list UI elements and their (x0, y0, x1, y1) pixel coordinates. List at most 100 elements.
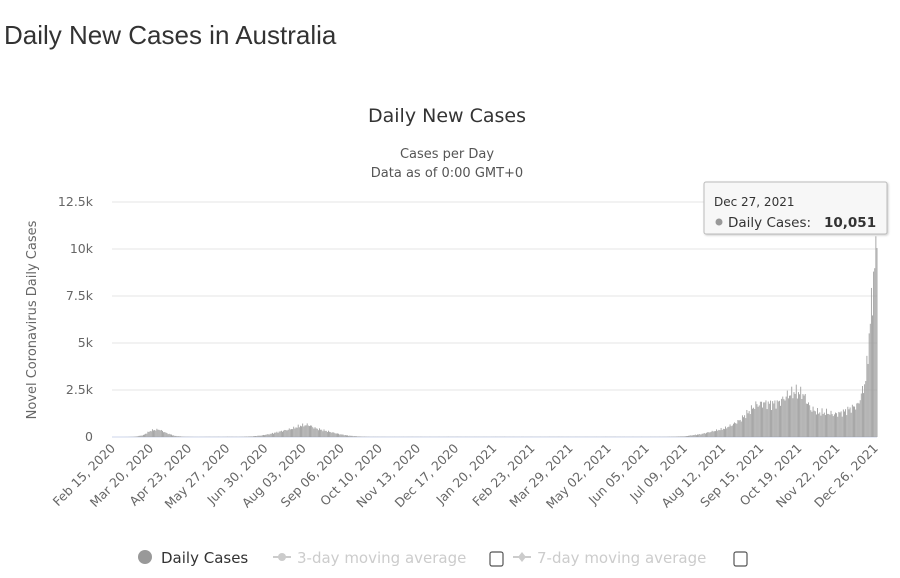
daily-cases-bar[interactable] (279, 431, 281, 437)
daily-cases-bar[interactable] (335, 433, 337, 437)
daily-cases-bar[interactable] (162, 430, 163, 437)
daily-cases-bar[interactable] (274, 432, 276, 437)
daily-cases-bar[interactable] (141, 435, 143, 437)
daily-cases-bar[interactable] (833, 414, 835, 437)
daily-cases-bar[interactable] (287, 429, 289, 437)
daily-cases-bar[interactable] (765, 400, 767, 437)
daily-cases-bar[interactable] (812, 406, 814, 437)
daily-cases-bar[interactable] (782, 396, 784, 437)
daily-cases-bar[interactable] (330, 432, 332, 437)
daily-cases-bar[interactable] (847, 406, 849, 437)
daily-cases-bar[interactable] (277, 432, 279, 437)
daily-cases-bar[interactable] (275, 432, 277, 437)
daily-cases-bar[interactable] (768, 403, 770, 437)
daily-cases-bar[interactable] (155, 430, 157, 437)
daily-cases-bar[interactable] (791, 386, 793, 437)
daily-cases-bar[interactable] (685, 436, 687, 437)
daily-cases-bar[interactable] (180, 436, 181, 437)
daily-cases-bar[interactable] (291, 429, 292, 437)
daily-cases-bar[interactable] (755, 401, 757, 437)
daily-cases-bar[interactable] (690, 435, 692, 437)
daily-cases-bar[interactable] (734, 422, 735, 437)
daily-cases-bar[interactable] (764, 402, 766, 437)
daily-cases-bar[interactable] (736, 423, 738, 437)
daily-cases-bar[interactable] (763, 402, 765, 437)
daily-cases-bar[interactable] (310, 425, 311, 437)
daily-cases-bar[interactable] (747, 413, 749, 437)
daily-cases-bar[interactable] (786, 390, 788, 437)
legend-item-3-day-average[interactable]: 3-day moving average (273, 549, 466, 567)
daily-cases-bar[interactable] (346, 435, 347, 437)
daily-cases-bar[interactable] (708, 432, 710, 437)
daily-cases-bar[interactable] (822, 413, 824, 437)
daily-cases-bar[interactable] (784, 400, 786, 437)
daily-cases-bar[interactable] (772, 401, 774, 437)
daily-cases-bar[interactable] (866, 355, 868, 437)
daily-cases-bar[interactable] (718, 429, 720, 437)
daily-cases-bar[interactable] (805, 403, 807, 437)
daily-cases-bar[interactable] (322, 431, 324, 437)
daily-cases-bar[interactable] (739, 419, 741, 437)
daily-cases-bar[interactable] (689, 435, 691, 437)
daily-cases-bar[interactable] (280, 430, 282, 437)
daily-cases-bar[interactable] (809, 405, 811, 437)
daily-cases-bar[interactable] (860, 393, 862, 437)
daily-cases-bar[interactable] (341, 434, 343, 437)
daily-cases-bar[interactable] (248, 436, 250, 437)
daily-cases-bar[interactable] (164, 432, 166, 437)
daily-cases-bar[interactable] (849, 407, 851, 437)
daily-cases-bar[interactable] (761, 401, 762, 437)
daily-cases-bar[interactable] (694, 434, 696, 437)
daily-cases-bar[interactable] (266, 434, 268, 437)
daily-cases-bar[interactable] (324, 430, 326, 437)
daily-cases-bar[interactable] (293, 426, 295, 437)
daily-cases-bar[interactable] (840, 411, 842, 437)
daily-cases-bar[interactable] (827, 413, 829, 437)
daily-cases-bar[interactable] (713, 431, 715, 437)
daily-cases-bar[interactable] (824, 415, 826, 437)
daily-cases-bar[interactable] (329, 431, 331, 437)
daily-cases-bar[interactable] (137, 436, 139, 437)
daily-cases-bar[interactable] (357, 436, 359, 437)
daily-cases-bar[interactable] (820, 415, 822, 437)
daily-cases-bar[interactable] (733, 423, 734, 437)
daily-cases-bar[interactable] (875, 236, 877, 437)
daily-cases-bar[interactable] (307, 425, 309, 437)
daily-cases-bar[interactable] (343, 435, 345, 437)
daily-cases-bar[interactable] (753, 407, 755, 437)
daily-cases-bar[interactable] (295, 427, 297, 437)
daily-cases-bar[interactable] (140, 435, 142, 437)
daily-cases-bar[interactable] (717, 430, 719, 437)
daily-cases-bar[interactable] (725, 426, 726, 437)
daily-cases-bar[interactable] (842, 409, 844, 437)
daily-cases-bar[interactable] (712, 431, 714, 437)
daily-cases-bar[interactable] (716, 429, 718, 437)
daily-cases-bar[interactable] (300, 425, 301, 437)
daily-cases-bar[interactable] (351, 435, 353, 437)
daily-cases-bar[interactable] (819, 412, 821, 437)
daily-cases-bar[interactable] (699, 433, 701, 437)
daily-cases-bar[interactable] (682, 436, 684, 437)
daily-cases-bar[interactable] (762, 407, 764, 437)
daily-cases-bar[interactable] (861, 385, 863, 437)
daily-cases-bar[interactable] (740, 421, 742, 437)
daily-cases-bar[interactable] (729, 424, 731, 437)
daily-cases-bar[interactable] (298, 427, 300, 437)
daily-cases-bar[interactable] (693, 435, 695, 437)
daily-cases-bar[interactable] (358, 436, 360, 437)
daily-cases-bar[interactable] (873, 271, 875, 437)
daily-cases-bar[interactable] (263, 434, 264, 437)
daily-cases-bar[interactable] (853, 406, 854, 437)
daily-cases-bar[interactable] (789, 395, 790, 437)
daily-cases-bar[interactable] (855, 409, 857, 437)
daily-cases-bar[interactable] (730, 426, 732, 437)
daily-cases-bar[interactable] (711, 430, 713, 437)
daily-cases-bar[interactable] (703, 433, 705, 437)
daily-cases-bar[interactable] (830, 410, 832, 437)
daily-cases-bar[interactable] (867, 363, 869, 437)
daily-cases-bar[interactable] (735, 423, 737, 437)
daily-cases-bar[interactable] (795, 384, 797, 437)
daily-cases-bar[interactable] (745, 418, 747, 437)
daily-cases-bar[interactable] (294, 428, 296, 437)
daily-cases-bar[interactable] (759, 401, 761, 437)
